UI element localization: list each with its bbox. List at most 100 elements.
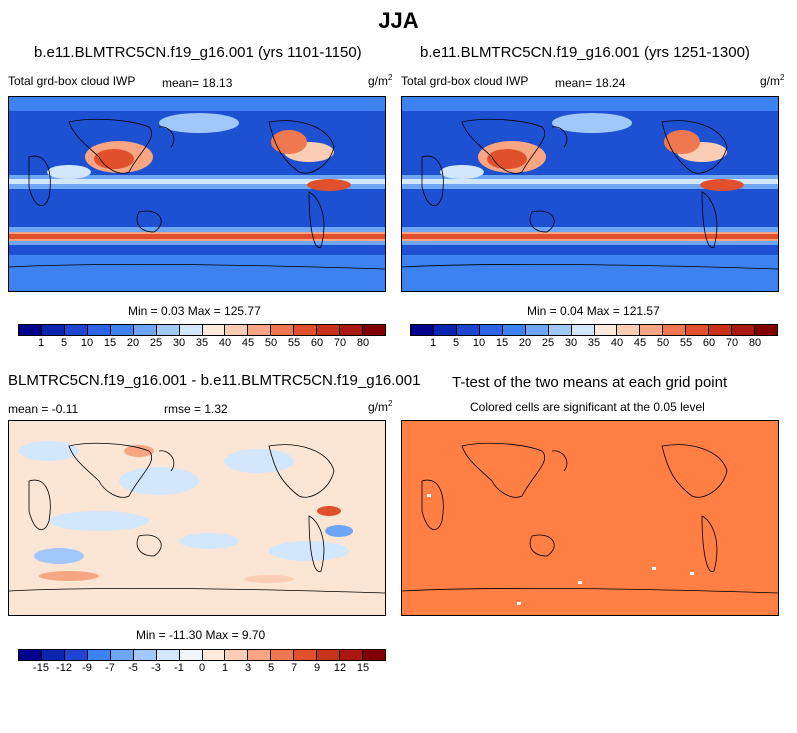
colorbar-tick-label: 70 <box>725 337 739 349</box>
colorbar-tick-label: 20 <box>126 337 140 349</box>
colorbar-swatch <box>663 325 687 335</box>
colorbar-tick-label: 20 <box>518 337 532 349</box>
main-title: JJA <box>378 8 419 33</box>
colorbar-tick-label: 12 <box>333 662 347 674</box>
colorbar-swatch <box>479 325 503 335</box>
colorbar-tick-label: 5 <box>60 337 68 349</box>
colorbar-tick-label: 5 <box>452 337 460 349</box>
colorbar-swatch <box>202 650 226 660</box>
colorbar-swatch <box>317 325 341 335</box>
panel1-minmax: Min = 0.03 Max = 125.77 <box>128 304 261 318</box>
colorbar-tick-label: 35 <box>587 337 601 349</box>
panel1-colorbar-labels: 1 5 10 15 20 25 30 35 40 45 50 55 60 70 80 <box>18 337 386 351</box>
colorbar-swatch <box>133 650 157 660</box>
colorbar-swatch <box>19 650 42 660</box>
colorbar-swatch <box>502 325 526 335</box>
colorbar-swatch <box>41 650 65 660</box>
panel1-mean: mean= 18.13 <box>162 76 233 90</box>
colorbar-swatch <box>294 325 318 335</box>
colorbar-tick-label: 40 <box>218 337 232 349</box>
colorbar-tick-label: 60 <box>310 337 324 349</box>
colorbar-tick-label: 50 <box>264 337 278 349</box>
colorbar-swatch <box>571 325 595 335</box>
colorbar-swatch <box>640 325 664 335</box>
panel2-unit: g/m2 <box>760 73 785 89</box>
colorbar-swatch <box>548 325 572 335</box>
colorbar-tick-label: 25 <box>541 337 555 349</box>
colorbar-tick-label: 10 <box>472 337 486 349</box>
colorbar-swatch <box>225 325 249 335</box>
colorbar-tick-label: 1 <box>221 662 229 674</box>
colorbar-tick-label: -7 <box>105 662 115 674</box>
colorbar-tick-label: -9 <box>82 662 92 674</box>
panel2-field-label: Total grd-box cloud IWP <box>401 74 529 88</box>
panel2-minmax: Min = 0.04 Max = 121.57 <box>527 304 660 318</box>
panel3-unit: g/m2 <box>368 399 393 415</box>
colorbar-swatch <box>617 325 641 335</box>
colorbar-tick-label: -3 <box>151 662 161 674</box>
colorbar-swatch <box>709 325 733 335</box>
colorbar-swatch <box>110 325 134 335</box>
panel1-unit: g/m2 <box>368 73 393 89</box>
colorbar-swatch <box>133 325 157 335</box>
panel4-map <box>401 420 779 616</box>
colorbar-swatch <box>686 325 710 335</box>
colorbar-swatch <box>271 325 295 335</box>
colorbar-tick-label: 7 <box>290 662 298 674</box>
panel3-mean: mean = -0.11 <box>8 402 79 416</box>
colorbar-swatch <box>525 325 549 335</box>
panel2-mean: mean= 18.24 <box>555 76 626 90</box>
panel1-field-label: Total grd-box cloud IWP <box>8 74 136 88</box>
colorbar-tick-label: 35 <box>195 337 209 349</box>
colorbar-tick-label: 50 <box>656 337 670 349</box>
colorbar-tick-label: 30 <box>564 337 578 349</box>
colorbar-swatch <box>110 650 134 660</box>
colorbar-swatch <box>64 325 88 335</box>
panel1-title: b.e11.BLMTRC5CN.f19_g16.001 (yrs 1101-11… <box>34 44 362 61</box>
colorbar-swatch <box>64 650 88 660</box>
panel4-subtitle: Colored cells are significant at the 0.0… <box>470 400 705 414</box>
colorbar-swatch <box>433 325 457 335</box>
panel2-title: b.e11.BLMTRC5CN.f19_g16.001 (yrs 1251-13… <box>420 44 750 61</box>
colorbar-swatch <box>271 650 295 660</box>
colorbar-tick-label: 15 <box>356 662 370 674</box>
colorbar-tick-label: 15 <box>103 337 117 349</box>
colorbar-tick-label: 25 <box>149 337 163 349</box>
colorbar-swatch <box>156 650 180 660</box>
colorbar-tick-label: 80 <box>356 337 370 349</box>
colorbar-swatch <box>363 325 385 335</box>
colorbar-swatch <box>87 650 111 660</box>
panel2-map <box>401 96 779 292</box>
colorbar-tick-label: -12 <box>56 662 72 674</box>
colorbar-swatch <box>411 325 434 335</box>
colorbar-swatch <box>294 650 318 660</box>
colorbar-swatch <box>87 325 111 335</box>
colorbar-tick-label: 45 <box>633 337 647 349</box>
colorbar-tick-label: 9 <box>313 662 321 674</box>
colorbar-tick-label: 40 <box>610 337 624 349</box>
colorbar-tick-label: 1 <box>429 337 437 349</box>
colorbar-swatch <box>179 325 203 335</box>
colorbar-tick-label: 0 <box>198 662 206 674</box>
colorbar-tick-label: 55 <box>287 337 301 349</box>
colorbar-swatch <box>732 325 756 335</box>
colorbar-tick-label: 5 <box>267 662 275 674</box>
colorbar-swatch <box>156 325 180 335</box>
colorbar-tick-label: 30 <box>172 337 186 349</box>
colorbar-tick-label: 3 <box>244 662 252 674</box>
colorbar-tick-label: 10 <box>80 337 94 349</box>
colorbar-tick-label: 80 <box>748 337 762 349</box>
colorbar-swatch <box>179 650 203 660</box>
colorbar-swatch <box>340 650 364 660</box>
colorbar-tick-label: 55 <box>679 337 693 349</box>
colorbar-swatch <box>456 325 480 335</box>
colorbar-tick-label: -1 <box>174 662 184 674</box>
colorbar-swatch <box>755 325 777 335</box>
panel3-minmax: Min = -11.30 Max = 9.70 <box>136 628 266 642</box>
colorbar-tick-label: 70 <box>333 337 347 349</box>
panel2-colorbar-labels: 1 5 10 15 20 25 30 35 40 45 50 55 60 70 80 <box>410 337 778 351</box>
colorbar-swatch <box>202 325 226 335</box>
panel3-title: BLMTRC5CN.f19_g16.001 - b.e11.BLMTRC5CN.… <box>8 372 421 389</box>
panel3-colorbar-labels: -15 -12 -9 -7 -5 -3 -1 0 1 3 5 7 9 12 15 <box>18 662 386 676</box>
panel3-colorbar <box>18 649 386 661</box>
